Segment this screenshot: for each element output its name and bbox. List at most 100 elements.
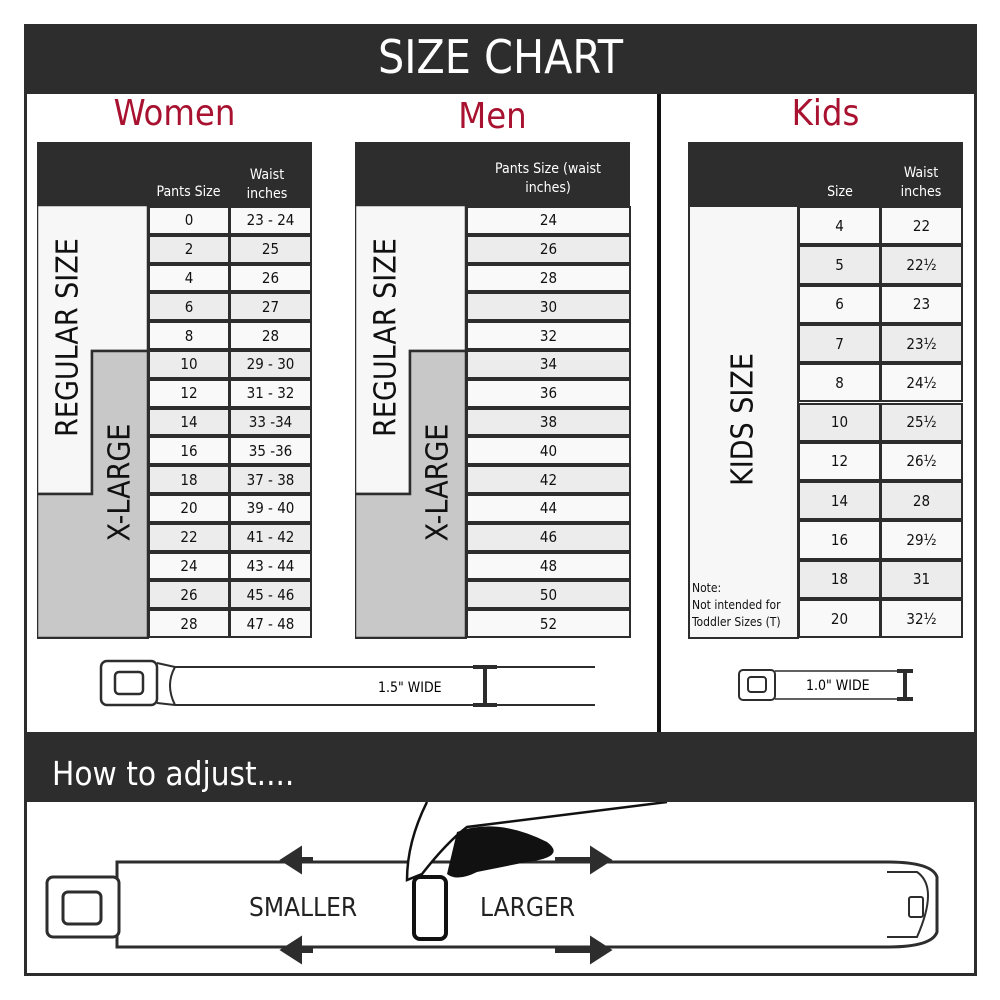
kids-size-label: KIDS SIZE [725,353,761,486]
kids-note-line1: Not intended for [692,598,781,612]
men-size-cell: 28 [466,263,631,293]
women-col-waist: Waist inches [246,167,288,202]
women-size-cell: 10 [148,350,230,379]
kids-waist-cell: 23 [880,284,963,324]
kids-size-cell: 14 [798,481,881,521]
women-waist-cell: 35 -36 [229,436,312,466]
women-size-cell: 18 [148,465,230,494]
kids-waist-cell: 26½ [880,441,963,482]
kids-note-line2: Toddler Sizes (T) [692,615,781,629]
men-size-cell: 34 [466,350,631,379]
men-size-cell: 40 [466,436,631,466]
men-size-cell: 52 [466,609,631,638]
kids-size-cell: 10 [798,402,881,442]
kids-waist-cell: 28 [880,481,963,521]
kids-size-cell: 4 [798,206,881,246]
larger-label: LARGER [480,893,576,923]
kids-waist-cell: 25½ [880,402,963,442]
kids-waist-cell: 32½ [880,599,963,639]
buckle-icon [738,669,776,701]
arrow-right-icon [555,935,613,965]
women-size-cell: 26 [148,580,230,610]
women-size-cell: 14 [148,407,230,437]
arrow-right-icon [555,845,613,875]
kids-size-cell: 20 [798,599,881,639]
kids-size-cell: 6 [798,284,881,324]
belt-tip-hole [908,896,924,918]
arrow-left-icon [279,935,313,965]
kids-divider [657,94,661,732]
men-size-cell: 50 [466,580,631,610]
kids-size-cell: 18 [798,559,881,599]
kids-width-label: 1.0" WIDE [806,678,870,694]
arrow-left-icon [279,845,313,875]
kids-col-waist: Waist inches [900,165,942,200]
women-waist-cell: 25 [229,234,312,264]
women-waist-cell: 31 - 32 [229,378,312,408]
kids-size-cell: 8 [798,363,881,403]
women-size-cell: 0 [148,206,230,235]
kids-waist-cell: 31 [880,559,963,599]
adjust-illustration [45,802,939,965]
women-waist-cell: 43 - 44 [229,551,312,581]
kids-size-cell: 16 [798,520,881,560]
men-size-cell: 32 [466,321,631,350]
buckle-icon [45,875,121,939]
men-title: Men [458,96,527,137]
women-waist-cell: 26 [229,263,312,293]
kids-waist-cell: 22½ [880,245,963,285]
women-xlarge-label: X-LARGE [102,423,138,542]
kids-waist-cell: 29½ [880,520,963,560]
adult-belt-illustration [99,659,595,707]
kids-table-header: Size Waist inches [688,142,963,206]
kids-col-size: Size [827,184,853,200]
hand-shadow [447,826,554,878]
men-regular-label: REGULAR SIZE [368,238,404,437]
kids-title: Kids [791,93,860,134]
men-size-cell: 24 [466,206,631,235]
belt-strap [115,860,939,949]
women-waist-cell: 45 - 46 [229,580,312,610]
kids-size-band [688,205,799,639]
women-waist-cell: 29 - 30 [229,350,312,379]
women-size-cell: 22 [148,522,230,552]
men-size-cell: 30 [466,292,631,322]
smaller-label: SMALLER [249,893,358,923]
adjust-title: How to adjust.... [24,732,977,802]
women-waist-cell: 27 [229,292,312,322]
women-size-cell: 8 [148,321,230,350]
women-waist-cell: 47 - 48 [229,609,312,638]
women-title: Women [113,93,236,134]
men-size-band [355,205,467,639]
kids-size-cell: 7 [798,323,881,364]
kids-size-cell: 12 [798,441,881,482]
page-title: SIZE CHART [24,24,977,94]
women-size-cell: 12 [148,378,230,408]
women-size-cell: 20 [148,494,230,523]
women-size-cell: 16 [148,436,230,466]
kids-note-title: Note: [692,581,722,595]
kids-belt-illustration [738,669,913,701]
kids-waist-cell: 24½ [880,363,963,403]
adult-width-label: 1.5" WIDE [378,680,442,696]
women-size-cell: 6 [148,292,230,322]
women-waist-cell: 28 [229,321,312,350]
kids-waist-cell: 23½ [880,323,963,364]
men-size-cell: 48 [466,551,631,581]
women-waist-cell: 37 - 38 [229,465,312,494]
women-size-cell: 28 [148,609,230,638]
men-xlarge-label: X-LARGE [420,423,456,542]
men-size-cell: 42 [466,465,631,494]
men-table-header: Pants Size (waist inches) [355,142,630,206]
women-regular-label: REGULAR SIZE [50,238,86,437]
men-size-cell: 46 [466,522,631,552]
men-size-cell: 44 [466,494,631,523]
women-waist-cell: 41 - 42 [229,522,312,552]
buckle-icon [99,659,159,707]
women-table-header: Pants Size Waist inches [37,142,312,206]
women-waist-cell: 23 - 24 [229,206,312,235]
women-size-cell: 2 [148,234,230,264]
men-size-cell: 38 [466,407,631,437]
women-waist-cell: 39 - 40 [229,494,312,523]
kids-size-cell: 5 [798,245,881,285]
